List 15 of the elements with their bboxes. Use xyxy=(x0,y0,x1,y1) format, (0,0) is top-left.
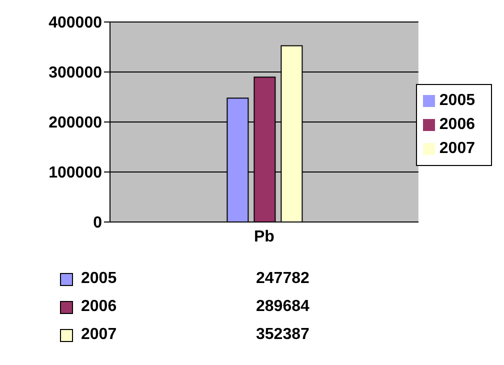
legend-label: 2006 xyxy=(81,298,118,316)
text: 352387 xyxy=(256,326,310,344)
legend-label: 2005 xyxy=(81,270,118,288)
y-tick-label: 300000 xyxy=(48,64,102,82)
text: 2006 xyxy=(439,116,475,133)
y-tick-label: 400000 xyxy=(48,14,102,32)
y-tick-label: 100000 xyxy=(48,164,102,182)
text: 247782 xyxy=(256,270,310,288)
text: 2005 xyxy=(439,92,475,109)
y-tick-label: 200000 xyxy=(48,114,102,132)
legend-label: 2007 xyxy=(439,140,475,157)
text: 2007 xyxy=(81,326,117,343)
x-tick-label: Pb xyxy=(254,228,275,246)
text: 289684 xyxy=(256,298,310,316)
y-tick-label: 0 xyxy=(93,214,102,232)
